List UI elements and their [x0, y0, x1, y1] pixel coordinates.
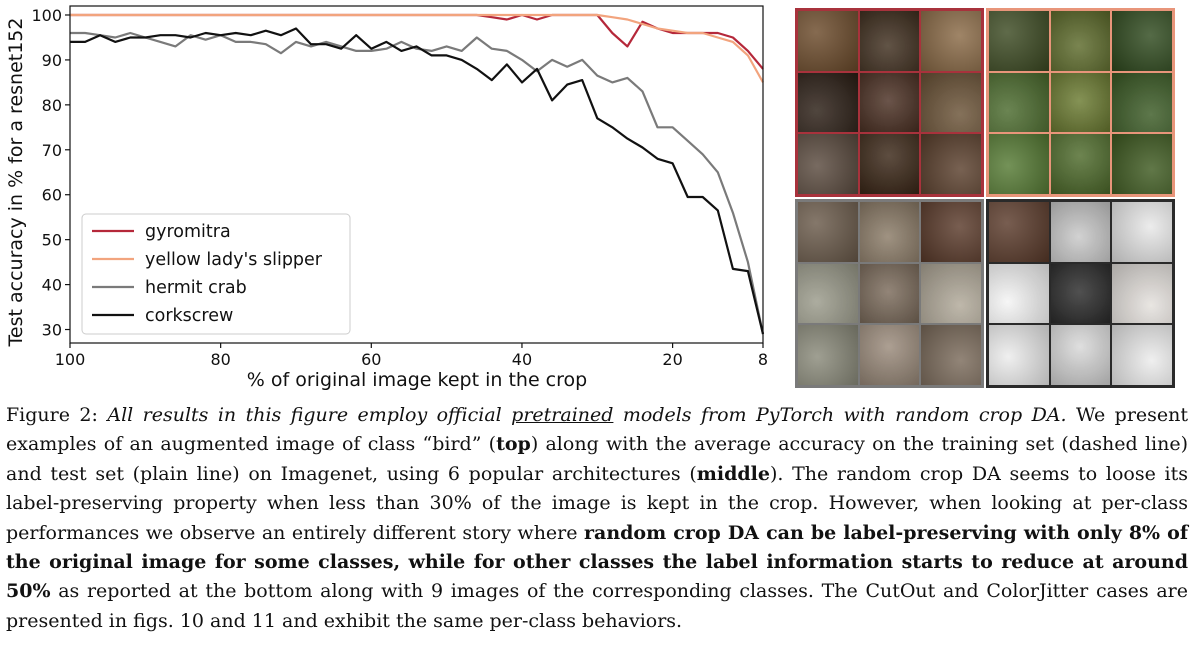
figure-label: Figure 2:	[6, 404, 98, 426]
image-tile	[798, 263, 858, 324]
y-tick-label-3: 60	[42, 186, 62, 205]
image-tile	[989, 11, 1049, 71]
image-tile	[989, 202, 1049, 262]
image-tile	[859, 325, 920, 385]
legend-entry-2: hermit crab	[145, 278, 247, 298]
image-tile	[1050, 11, 1111, 71]
tick-labels: 100 80 60 40 20 8 30 40 50 60 70 80 90 100	[31, 6, 768, 369]
series-line-3	[70, 27, 765, 335]
image-tile	[1112, 11, 1172, 71]
caption-italic-intro: All results in this figure employ offici…	[107, 404, 1067, 426]
image-tile	[1112, 263, 1172, 324]
image-tile	[921, 202, 981, 262]
series-line-0	[70, 13, 764, 70]
bold-middle: middle	[696, 462, 770, 485]
image-tile	[1112, 134, 1172, 194]
image-tile	[921, 134, 981, 194]
axes	[65, 5, 764, 348]
series-line-2	[70, 31, 765, 335]
gallery-hermit-crab	[795, 199, 984, 388]
gallery-gyromitra	[795, 8, 984, 197]
image-tile	[921, 325, 981, 385]
legend-entry-3: corkscrew	[145, 306, 233, 326]
image-tile	[1050, 202, 1111, 262]
y-tick-label-5: 80	[42, 96, 62, 115]
y-tick-label-2: 50	[42, 231, 62, 250]
x-tick-label-1: 80	[210, 350, 230, 369]
plot-frame	[69, 5, 764, 344]
gallery-corkscrew	[986, 199, 1175, 388]
y-tick-label-6: 90	[42, 51, 62, 70]
legend-entry-1: yellow lady's slipper	[145, 250, 323, 270]
bold-top: top	[496, 433, 531, 456]
x-tick-label-3: 40	[512, 350, 532, 369]
image-tile	[859, 134, 920, 194]
x-tick-label-0: 100	[55, 350, 86, 369]
plot-area	[70, 13, 765, 335]
x-tick-label-5: 8	[758, 350, 768, 369]
image-tile	[989, 263, 1049, 324]
x-axis-label: % of original image kept in the crop	[247, 369, 587, 391]
image-tile	[1050, 134, 1111, 194]
image-tile	[989, 134, 1049, 194]
image-tile	[989, 72, 1049, 133]
image-tile	[1050, 325, 1111, 385]
image-tile	[798, 11, 858, 71]
image-tile	[1050, 72, 1111, 133]
image-tile	[798, 134, 858, 194]
image-tile	[798, 72, 858, 133]
x-tick-label-2: 60	[361, 350, 381, 369]
accuracy-line-chart: 100 80 60 40 20 8 30 40 50 60 70 80 90 100 % of origi…	[5, 5, 768, 391]
image-tile	[921, 11, 981, 71]
x-tick-label-4: 20	[662, 350, 682, 369]
image-tile	[859, 202, 920, 262]
legend-box	[81, 213, 351, 335]
image-tile	[1112, 325, 1172, 385]
figure-caption: Figure 2: All results in this figure emp…	[6, 404, 1189, 632]
series-line-1	[70, 13, 764, 83]
image-tile	[1050, 263, 1111, 324]
y-tick-label-1: 40	[42, 276, 62, 295]
y-tick-label-0: 30	[42, 321, 62, 340]
image-tile	[921, 72, 981, 133]
image-tile	[798, 202, 858, 262]
image-tile	[1112, 72, 1172, 133]
y-axis-label: Test accuracy in % for a resnet152	[5, 18, 27, 348]
image-tile	[859, 72, 920, 133]
image-tile	[798, 325, 858, 385]
underlined-pretrained: pretrained	[511, 404, 614, 426]
image-tile	[859, 11, 920, 71]
image-tile	[1112, 202, 1172, 262]
image-tile	[921, 263, 981, 324]
y-tick-label-4: 70	[42, 141, 62, 160]
legend: gyromitra yellow lady's slipper hermit cra…	[81, 213, 351, 335]
bold-claim: random crop DA can be label-preserving w…	[6, 521, 1189, 603]
image-tile	[989, 325, 1049, 385]
image-tile	[859, 263, 920, 324]
legend-entry-0: gyromitra	[145, 222, 231, 242]
y-tick-label-7: 100	[31, 6, 62, 25]
gallery-yellow-ladys-slipper	[986, 8, 1175, 197]
